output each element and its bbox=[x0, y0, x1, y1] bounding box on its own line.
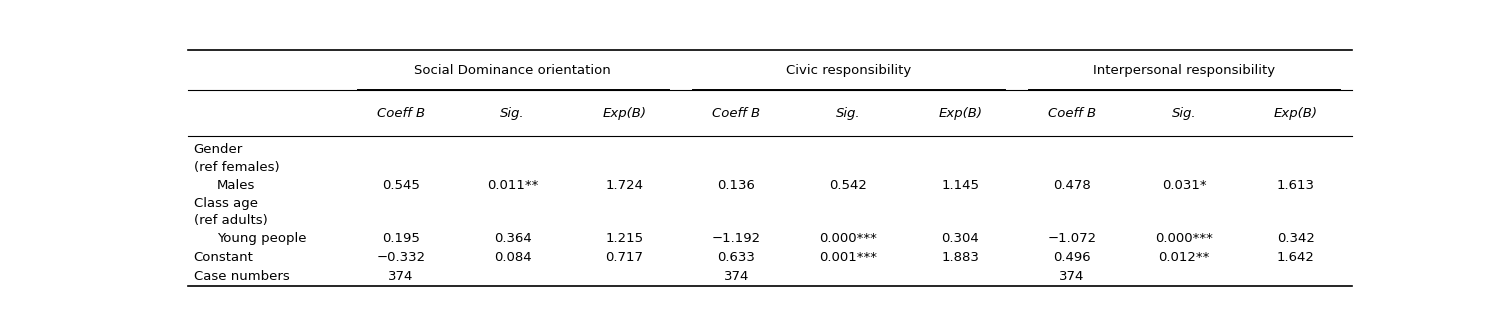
Text: Civic responsibility: Civic responsibility bbox=[786, 64, 912, 77]
Text: 1.145: 1.145 bbox=[942, 179, 979, 192]
Text: 0.545: 0.545 bbox=[382, 179, 419, 192]
Text: −1.192: −1.192 bbox=[712, 232, 762, 245]
Text: 0.012**: 0.012** bbox=[1158, 251, 1209, 264]
Text: Exp(B): Exp(B) bbox=[602, 107, 646, 120]
Text: 1.642: 1.642 bbox=[1277, 251, 1314, 264]
Text: 0.136: 0.136 bbox=[718, 179, 756, 192]
Text: Coeff B: Coeff B bbox=[377, 107, 425, 120]
Text: Exp(B): Exp(B) bbox=[939, 107, 982, 120]
Text: 0.478: 0.478 bbox=[1053, 179, 1090, 192]
Text: (ref females): (ref females) bbox=[194, 160, 279, 174]
Text: 0.542: 0.542 bbox=[829, 179, 867, 192]
Text: 1.215: 1.215 bbox=[605, 232, 644, 245]
Text: 0.031*: 0.031* bbox=[1161, 179, 1206, 192]
Text: −0.332: −0.332 bbox=[377, 251, 425, 264]
Text: 1.724: 1.724 bbox=[605, 179, 643, 192]
Text: Coeff B: Coeff B bbox=[1048, 107, 1096, 120]
Text: Case numbers: Case numbers bbox=[194, 270, 290, 283]
Text: 0.084: 0.084 bbox=[494, 251, 532, 264]
Text: 0.000***: 0.000*** bbox=[820, 232, 877, 245]
Text: Sig.: Sig. bbox=[500, 107, 526, 120]
Text: Exp(B): Exp(B) bbox=[1274, 107, 1317, 120]
Text: Constant: Constant bbox=[194, 251, 254, 264]
Text: Sig.: Sig. bbox=[1172, 107, 1196, 120]
Text: 1.883: 1.883 bbox=[942, 251, 979, 264]
Text: Coeff B: Coeff B bbox=[712, 107, 760, 120]
Text: 0.011**: 0.011** bbox=[487, 179, 538, 192]
Text: Gender: Gender bbox=[194, 143, 243, 156]
Text: 374: 374 bbox=[724, 270, 749, 283]
Text: 374: 374 bbox=[388, 270, 413, 283]
Text: 374: 374 bbox=[1059, 270, 1084, 283]
Text: 0.304: 0.304 bbox=[942, 232, 979, 245]
Text: 0.496: 0.496 bbox=[1053, 251, 1090, 264]
Text: 0.364: 0.364 bbox=[494, 232, 532, 245]
Text: 0.001***: 0.001*** bbox=[820, 251, 877, 264]
Text: (ref adults): (ref adults) bbox=[194, 214, 267, 227]
Text: 0.000***: 0.000*** bbox=[1155, 232, 1214, 245]
Text: −1.072: −1.072 bbox=[1047, 232, 1096, 245]
Text: Interpersonal responsibility: Interpersonal responsibility bbox=[1093, 64, 1275, 77]
Text: Males: Males bbox=[216, 179, 255, 192]
Text: Sig.: Sig. bbox=[837, 107, 861, 120]
Text: Social Dominance orientation: Social Dominance orientation bbox=[415, 64, 611, 77]
Text: 1.613: 1.613 bbox=[1277, 179, 1314, 192]
Text: Class age: Class age bbox=[194, 197, 257, 210]
Text: Young people: Young people bbox=[216, 232, 306, 245]
Text: 0.633: 0.633 bbox=[718, 251, 756, 264]
Text: 0.342: 0.342 bbox=[1277, 232, 1314, 245]
Text: 0.195: 0.195 bbox=[382, 232, 419, 245]
Text: 0.717: 0.717 bbox=[605, 251, 643, 264]
